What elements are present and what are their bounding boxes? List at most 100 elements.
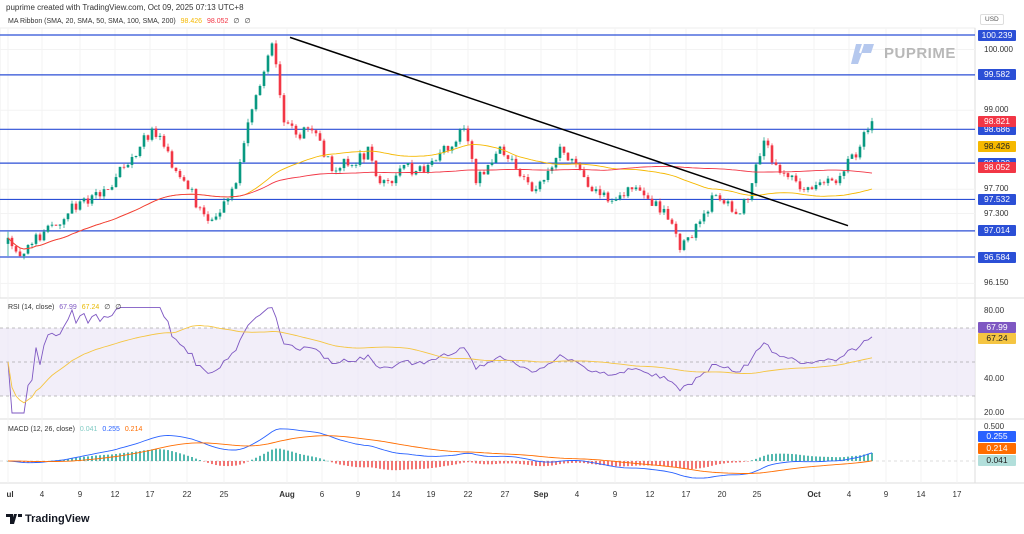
macd-histogram-bar	[651, 461, 653, 466]
currency-button[interactable]: USD	[980, 14, 1004, 25]
macd-histogram-bar	[743, 461, 745, 462]
candle-body	[854, 154, 858, 158]
candle-body	[34, 234, 38, 244]
macd-histogram-bar	[179, 453, 181, 461]
macd-histogram-bar	[147, 449, 149, 461]
candle-body	[350, 165, 354, 166]
ma-legend-sma50: 98.052	[207, 18, 229, 25]
candle-body	[526, 177, 530, 183]
candle-body	[130, 157, 134, 165]
macd-histogram-bar	[619, 461, 621, 467]
candle-body	[438, 152, 442, 161]
candle-body	[710, 195, 714, 212]
candle-body	[686, 237, 690, 241]
macd-histogram-bar	[583, 461, 585, 464]
macd-histogram-bar	[535, 461, 537, 466]
macd-histogram-bar	[863, 454, 865, 461]
macd-histogram-bar	[195, 458, 197, 461]
candle-body	[802, 189, 806, 191]
macd-histogram-bar	[419, 461, 421, 469]
macd-histogram-bar	[839, 457, 841, 461]
candle-body	[706, 211, 710, 214]
macd-legend-signal: 0.214	[124, 426, 143, 433]
macd-histogram-bar	[827, 456, 829, 461]
ma-legend[interactable]: MA Ribbon (SMA, 20, SMA, 50, SMA, 100, S…	[8, 17, 251, 25]
candle-body	[50, 224, 54, 226]
macd-histogram-bar	[567, 461, 569, 464]
candle-body	[14, 246, 18, 252]
candle-body	[338, 168, 342, 171]
tradingview-logo[interactable]: TradingView	[6, 513, 90, 525]
candle-body	[806, 187, 810, 190]
candle-body	[730, 201, 734, 212]
sma50-line	[7, 165, 873, 250]
macd-histogram-bar	[331, 461, 333, 463]
macd-histogram-bar	[283, 449, 285, 461]
candle-body	[742, 199, 746, 214]
candle-body	[538, 181, 542, 190]
candle-body	[678, 233, 682, 250]
last-price-badge: 98.821	[978, 115, 1016, 127]
time-axis-tick: 17	[145, 490, 155, 499]
candle-body	[434, 160, 438, 162]
candle-body	[614, 199, 618, 201]
macd-histogram-bar	[379, 461, 381, 469]
candle-body	[534, 189, 538, 192]
candle-body	[190, 188, 194, 190]
candle-body	[510, 158, 514, 160]
rsi-legend-v4: ∅	[115, 304, 122, 311]
candle-body	[142, 135, 146, 147]
candle-body	[254, 95, 258, 110]
macd-legend[interactable]: MACD (12, 26, close) 0.041 0.255 0.214	[8, 426, 142, 433]
time-axis-tick: Sep	[533, 490, 549, 499]
candle-body	[470, 141, 474, 159]
macd-histogram-bar	[559, 461, 561, 465]
candle-body	[682, 240, 686, 250]
candle-body	[718, 195, 722, 201]
candle-body	[370, 146, 374, 161]
macd-histogram-bar	[791, 453, 793, 461]
candle-body	[714, 195, 718, 197]
macd-histogram-bar	[167, 450, 169, 461]
candle-body	[698, 221, 702, 225]
macd-histogram-bar	[427, 461, 429, 469]
macd-histogram-bar	[187, 455, 189, 461]
macd-histogram-bar	[311, 456, 313, 461]
candle-body	[486, 164, 490, 175]
candle-body	[206, 214, 210, 221]
macd-histogram-bar	[811, 456, 813, 461]
candle-body	[358, 153, 362, 165]
candle-body	[42, 231, 46, 241]
macd-histogram-bar	[843, 457, 845, 461]
level-price-badge: 100.239	[978, 29, 1016, 41]
macd-histogram-bar	[723, 461, 725, 464]
macd-histogram-bar	[475, 461, 477, 464]
macd-histogram-bar	[299, 454, 301, 461]
macd-histogram-bar	[871, 452, 873, 461]
candle-body	[766, 140, 770, 146]
level-price-badge: 99.582	[978, 69, 1016, 81]
time-axis-tick: 27	[500, 490, 510, 499]
rsi-legend[interactable]: RSI (14, close) 67.99 67.24 ∅ ∅	[8, 303, 121, 311]
macd-histogram-bar	[495, 461, 497, 465]
candle-body	[446, 145, 450, 151]
macd-histogram-bar	[279, 448, 281, 461]
candle-body	[518, 168, 522, 177]
candle-body	[398, 168, 402, 176]
macd-histogram-bar	[231, 461, 233, 466]
candle-body	[666, 208, 670, 220]
macd-histogram-bar	[95, 455, 97, 461]
time-axis-tick: 9	[612, 490, 618, 499]
level-price-badge: 98.686	[978, 123, 1016, 135]
macd-histogram-bar	[803, 455, 805, 461]
macd-histogram-bar	[203, 461, 205, 462]
time-axis-tick: ul	[6, 490, 14, 499]
macd-axis-tick: 0.500	[984, 422, 1005, 431]
puprime-wordmark: PUPRIME	[884, 44, 956, 62]
candle-body	[826, 178, 830, 184]
candle-body	[762, 140, 766, 157]
macd-histogram-bar	[623, 461, 625, 467]
candle-body	[282, 95, 286, 123]
candle-body	[78, 201, 82, 210]
